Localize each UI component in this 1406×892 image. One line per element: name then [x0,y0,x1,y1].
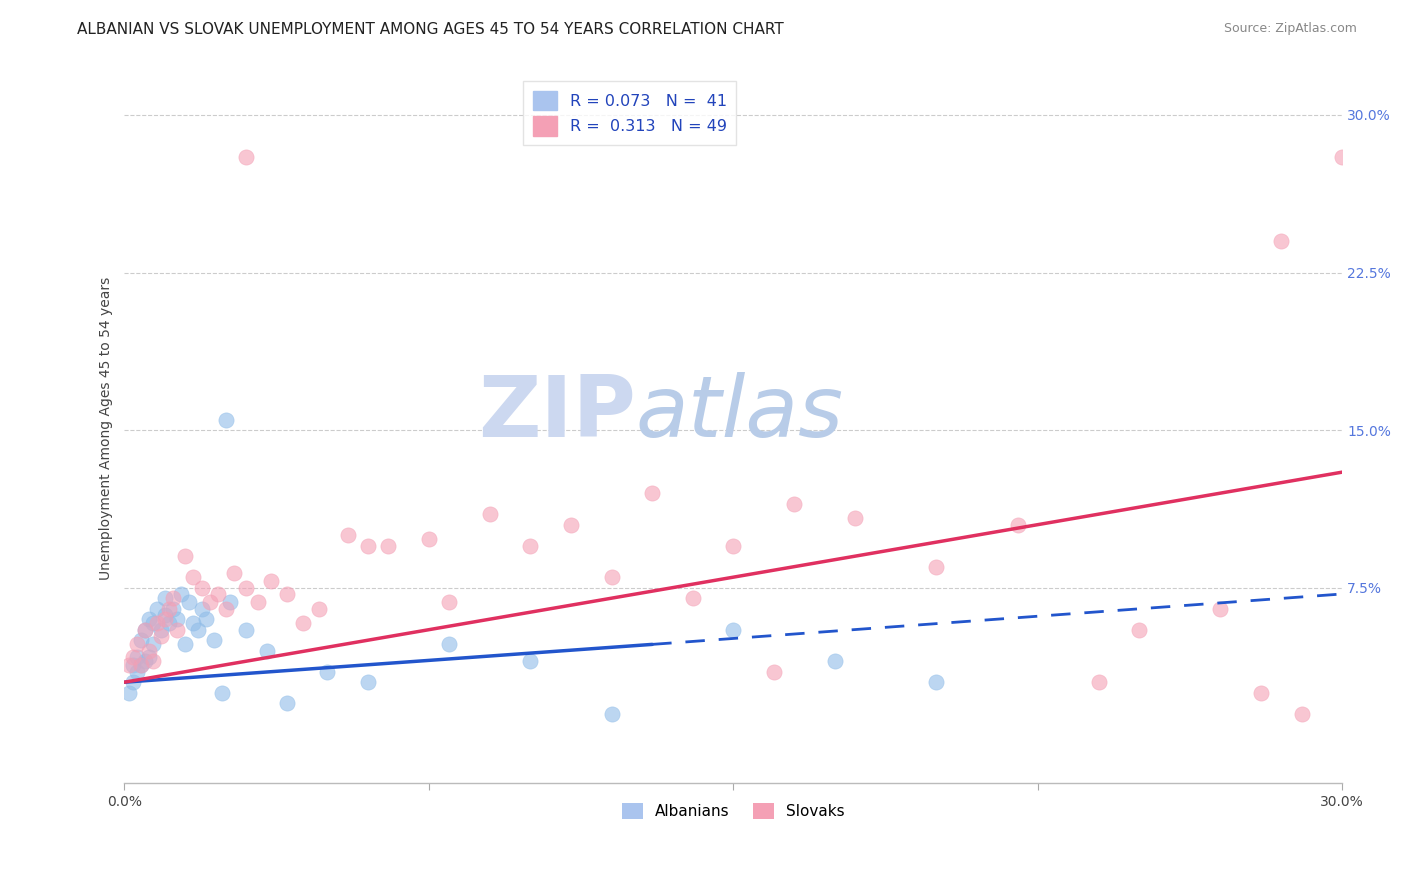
Point [121,658,143,673]
Point [418,533,440,547]
Point [117,686,139,700]
Point [138,643,160,657]
Point [186,623,208,637]
Point [134,623,156,637]
Point [600,706,623,721]
Point [129,658,152,673]
Point [153,607,176,622]
Legend: Albanians, Slovaks: Albanians, Slovaks [616,797,851,825]
Point [1270,234,1292,248]
Point [519,654,541,668]
Text: ALBANIAN VS SLOVAK UNEMPLOYMENT AMONG AGES 45 TO 54 YEARS CORRELATION CHART: ALBANIAN VS SLOVAK UNEMPLOYMENT AMONG AG… [77,22,785,37]
Point [844,511,866,525]
Point [600,570,623,584]
Point [235,581,257,595]
Point [207,587,229,601]
Point [146,616,169,631]
Point [129,633,152,648]
Point [202,633,225,648]
Y-axis label: Unemployment Among Ages 45 to 54 years: Unemployment Among Ages 45 to 54 years [100,277,114,580]
Point [162,601,184,615]
Point [153,612,176,626]
Point [219,595,242,609]
Point [560,517,582,532]
Point [174,549,197,563]
Point [166,612,188,626]
Point [183,616,205,631]
Point [170,587,193,601]
Point [292,616,315,631]
Point [150,629,173,643]
Point [723,623,745,637]
Point [153,591,176,606]
Point [235,150,257,164]
Point [437,595,460,609]
Point [211,686,233,700]
Point [146,601,169,615]
Point [174,637,197,651]
Point [134,623,156,637]
Point [276,696,298,710]
Point [723,539,745,553]
Point [235,623,257,637]
Point [215,601,238,615]
Point [1209,601,1232,615]
Point [437,637,460,651]
Point [377,539,399,553]
Point [125,650,148,665]
Text: Source: ZipAtlas.com: Source: ZipAtlas.com [1223,22,1357,36]
Point [925,559,948,574]
Point [1128,623,1150,637]
Text: ZIP: ZIP [478,372,636,455]
Point [157,616,180,631]
Point [117,658,139,673]
Point [682,591,704,606]
Point [125,665,148,679]
Point [1087,675,1109,690]
Point [783,497,806,511]
Point [125,637,148,651]
Point [259,574,281,589]
Point [478,507,501,521]
Point [183,570,205,584]
Point [1291,706,1313,721]
Point [1250,686,1272,700]
Point [121,650,143,665]
Point [142,654,165,668]
Point [316,665,339,679]
Point [157,601,180,615]
Point [166,623,188,637]
Point [194,612,217,626]
Point [198,595,221,609]
Point [824,654,846,668]
Point [190,581,212,595]
Point [925,675,948,690]
Point [129,658,152,673]
Point [641,486,664,500]
Point [138,650,160,665]
Point [1331,150,1354,164]
Point [150,623,173,637]
Point [190,601,212,615]
Point [357,539,380,553]
Point [256,643,278,657]
Point [134,654,156,668]
Point [276,587,298,601]
Text: atlas: atlas [636,372,844,455]
Point [357,675,380,690]
Point [336,528,359,542]
Point [138,612,160,626]
Point [162,591,184,606]
Point [1007,517,1029,532]
Point [215,412,238,426]
Point [179,595,201,609]
Point [121,675,143,690]
Point [247,595,270,609]
Point [142,616,165,631]
Point [519,539,541,553]
Point [308,601,330,615]
Point [142,637,165,651]
Point [762,665,785,679]
Point [222,566,245,580]
